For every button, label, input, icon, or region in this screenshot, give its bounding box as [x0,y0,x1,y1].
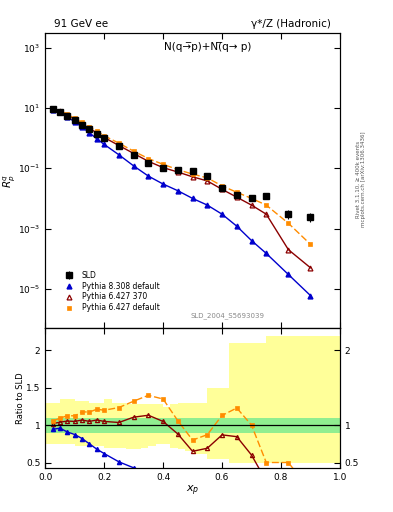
Pythia 6.427 370 [50,106,55,112]
Pythia 8.308 default [72,119,77,125]
Pythia 8.308 default [131,163,136,169]
Pythia 8.308 default [308,292,313,298]
Line: Pythia 6.427 default: Pythia 6.427 default [50,106,313,247]
Pythia 6.427 default [249,196,254,202]
Pythia 8.308 default [80,124,84,130]
Legend: SLD, Pythia 8.308 default, Pythia 6.427 370, Pythia 6.427 default: SLD, Pythia 8.308 default, Pythia 6.427 … [58,268,162,315]
Pythia 6.427 370 [80,121,84,127]
Pythia 8.308 default [205,202,210,208]
Pythia 6.427 default [161,161,165,167]
Pythia 6.427 370 [308,265,313,271]
Pythia 6.427 default [146,156,151,162]
Pythia 8.308 default [65,114,70,120]
Pythia 8.308 default [50,107,55,113]
Text: mcplots.cern.ch [arXiv:1306.3436]: mcplots.cern.ch [arXiv:1306.3436] [361,132,366,227]
Pythia 6.427 default [102,133,107,139]
Pythia 6.427 370 [249,202,254,208]
Pythia 6.427 default [50,105,55,112]
Pythia 8.308 default [58,109,62,115]
Pythia 6.427 370 [72,116,77,122]
Pythia 6.427 default [87,124,92,130]
Y-axis label: $\mathit{R}_p^q$: $\mathit{R}_p^q$ [1,174,17,188]
Pythia 6.427 default [131,148,136,154]
Text: Rivet 3.1.10, ≥ 400k events: Rivet 3.1.10, ≥ 400k events [356,141,361,218]
Pythia 8.308 default [161,181,165,187]
Pythia 8.308 default [249,238,254,244]
Pythia 8.308 default [176,187,180,194]
Pythia 8.308 default [286,271,291,278]
Text: 91 GeV ee: 91 GeV ee [54,19,108,29]
Pythia 6.427 default [308,241,313,247]
Pythia 6.427 370 [176,169,180,175]
Pythia 6.427 370 [161,164,165,170]
Pythia 6.427 370 [234,194,239,200]
Pythia 6.427 370 [205,178,210,184]
X-axis label: $x_p$: $x_p$ [186,484,199,498]
Text: SLD_2004_S5693039: SLD_2004_S5693039 [191,312,265,319]
Pythia 8.308 default [264,250,269,257]
Pythia 6.427 370 [220,186,224,193]
Pythia 6.427 default [264,202,269,208]
Pythia 6.427 370 [65,112,70,118]
Pythia 6.427 370 [146,158,151,164]
Text: γ*/Z (Hadronic): γ*/Z (Hadronic) [251,19,331,29]
Pythia 6.427 370 [264,211,269,217]
Pythia 6.427 370 [286,247,291,253]
Pythia 6.427 default [94,128,99,134]
Pythia 6.427 370 [116,142,121,148]
Line: Pythia 6.427 370: Pythia 6.427 370 [50,106,313,270]
Pythia 8.308 default [234,223,239,229]
Line: Pythia 8.308 default: Pythia 8.308 default [50,108,313,298]
Pythia 6.427 default [116,140,121,146]
Pythia 6.427 default [205,175,210,181]
Pythia 6.427 370 [58,108,62,114]
Y-axis label: Ratio to SLD: Ratio to SLD [16,372,25,424]
Pythia 6.427 default [286,220,291,226]
Pythia 6.427 default [72,115,77,121]
Pythia 6.427 370 [131,151,136,157]
Pythia 6.427 default [190,171,195,177]
Pythia 6.427 default [65,111,70,117]
Pythia 8.308 default [87,130,92,136]
Pythia 6.427 default [176,166,180,173]
Pythia 6.427 370 [94,130,99,136]
Pythia 6.427 default [58,108,62,114]
Pythia 6.427 default [220,183,224,189]
Pythia 6.427 default [80,119,84,125]
Pythia 6.427 370 [190,174,195,180]
Pythia 8.308 default [190,196,195,202]
Pythia 8.308 default [116,152,121,158]
Pythia 8.308 default [94,136,99,142]
Pythia 6.427 370 [87,125,92,132]
Pythia 6.427 default [234,189,239,196]
Pythia 8.308 default [146,173,151,179]
Pythia 8.308 default [220,211,224,217]
Pythia 6.427 370 [102,135,107,141]
Pythia 8.308 default [102,141,107,147]
Text: N(q→̅p)+N(̅q→ p): N(q→̅p)+N(̅q→ p) [163,42,251,52]
